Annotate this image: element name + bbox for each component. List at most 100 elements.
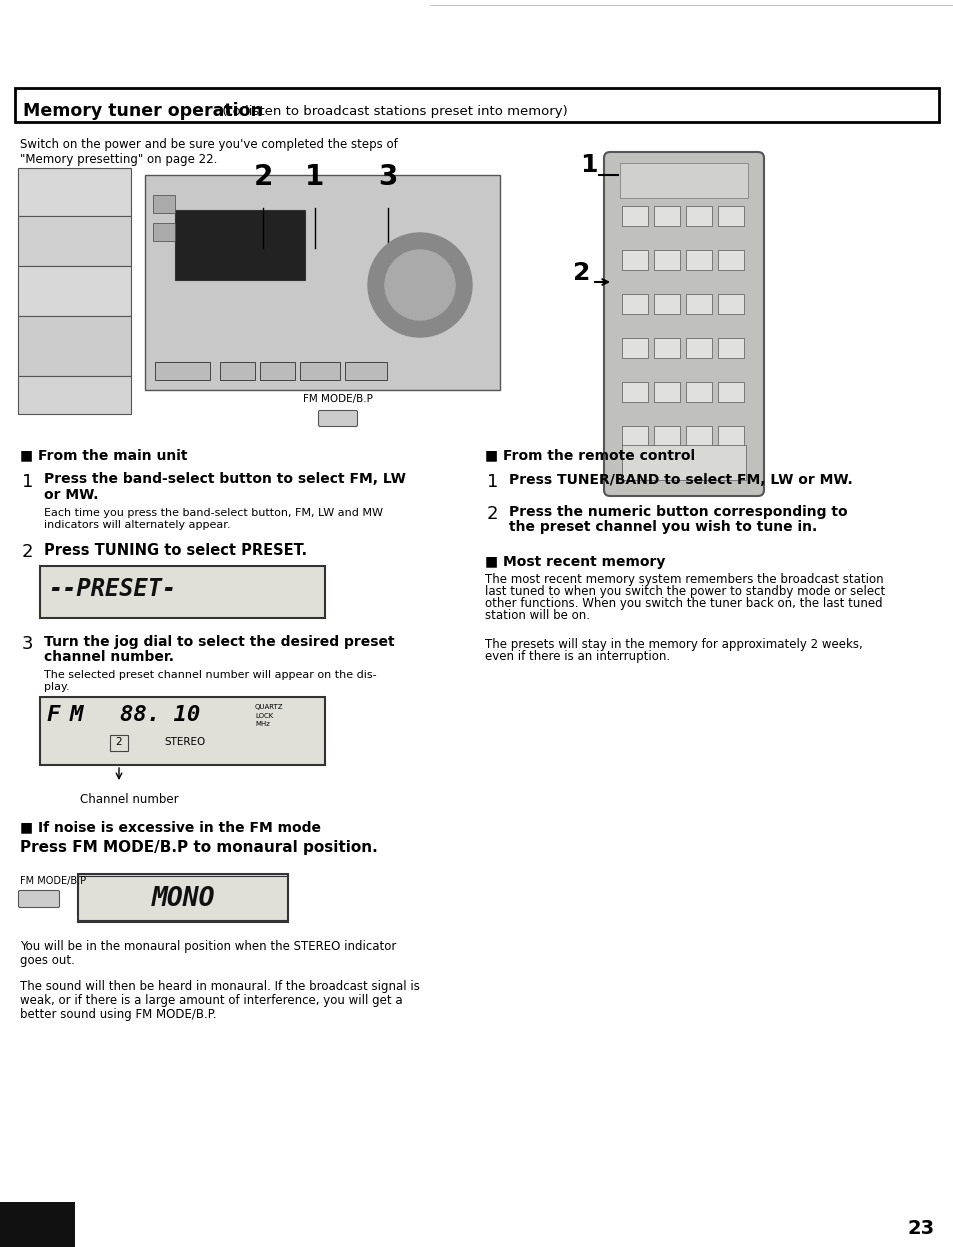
FancyBboxPatch shape [154,362,210,380]
FancyBboxPatch shape [718,426,743,446]
FancyBboxPatch shape [718,206,743,226]
Text: --PRESET-: --PRESET- [48,577,176,601]
Text: station will be on.: station will be on. [484,609,589,622]
Text: Press FM MODE/B.P to monaural position.: Press FM MODE/B.P to monaural position. [20,840,377,855]
FancyBboxPatch shape [110,734,128,751]
FancyBboxPatch shape [40,697,325,764]
Text: ■ From the main unit: ■ From the main unit [20,448,188,461]
Text: F: F [46,705,59,725]
FancyBboxPatch shape [299,362,339,380]
Text: Press TUNER/BAND to select FM, LW or MW.: Press TUNER/BAND to select FM, LW or MW. [509,473,852,488]
Text: 2: 2 [486,505,498,522]
FancyBboxPatch shape [621,382,647,402]
Text: Press the numeric button corresponding to: Press the numeric button corresponding t… [509,505,846,519]
FancyBboxPatch shape [18,216,131,266]
FancyBboxPatch shape [685,426,711,446]
FancyBboxPatch shape [718,249,743,271]
Text: LOCK: LOCK [254,713,273,720]
FancyBboxPatch shape [18,168,131,216]
Text: goes out.: goes out. [20,954,74,966]
Bar [0,1202,75,1247]
Text: the preset channel you wish to tune in.: the preset channel you wish to tune in. [509,520,817,534]
FancyBboxPatch shape [621,338,647,358]
FancyBboxPatch shape [718,338,743,358]
FancyBboxPatch shape [15,89,938,122]
FancyBboxPatch shape [718,294,743,314]
Text: Turn the jog dial to select the desired preset: Turn the jog dial to select the desired … [44,635,395,648]
Text: (to listen to broadcast stations preset into memory): (to listen to broadcast stations preset … [218,105,567,117]
FancyBboxPatch shape [685,249,711,271]
FancyBboxPatch shape [260,362,294,380]
FancyBboxPatch shape [603,152,763,496]
Circle shape [368,233,472,337]
Text: even if there is an interruption.: even if there is an interruption. [484,650,669,663]
Text: 3: 3 [378,163,397,191]
FancyBboxPatch shape [78,874,288,922]
Text: 1: 1 [579,153,598,177]
Text: ■ Most recent memory: ■ Most recent memory [484,555,664,569]
Text: Memory tuner operation: Memory tuner operation [23,102,263,120]
Circle shape [385,249,455,320]
Text: weak, or if there is a large amount of interference, you will get a: weak, or if there is a large amount of i… [20,994,402,1008]
FancyBboxPatch shape [685,294,711,314]
Text: or MW.: or MW. [44,488,98,503]
Text: The sound will then be heard in monaural. If the broadcast signal is: The sound will then be heard in monaural… [20,980,419,993]
Text: indicators will alternately appear.: indicators will alternately appear. [44,520,231,530]
Text: ■ If noise is excessive in the FM mode: ■ If noise is excessive in the FM mode [20,821,320,834]
FancyBboxPatch shape [318,410,357,426]
Text: M: M [70,705,83,725]
Text: Each time you press the band-select button, FM, LW and MW: Each time you press the band-select butt… [44,508,382,518]
FancyBboxPatch shape [718,382,743,402]
Text: 2: 2 [115,737,122,747]
Text: 3: 3 [22,635,33,653]
FancyBboxPatch shape [685,382,711,402]
Text: You will be in the monaural position when the STEREO indicator: You will be in the monaural position whe… [20,940,395,953]
FancyBboxPatch shape [619,163,747,198]
Text: 2: 2 [253,163,273,191]
FancyBboxPatch shape [654,294,679,314]
Text: ■ From the remote control: ■ From the remote control [484,448,695,461]
Text: QUARTZ: QUARTZ [254,705,283,710]
Text: Press TUNING to select PRESET.: Press TUNING to select PRESET. [44,542,307,557]
Text: 2: 2 [22,542,33,561]
Text: 1: 1 [305,163,324,191]
Text: other functions. When you switch the tuner back on, the last tuned: other functions. When you switch the tun… [484,597,882,610]
Text: FM MODE/B.P: FM MODE/B.P [303,394,373,404]
Text: "Memory presetting" on page 22.: "Memory presetting" on page 22. [20,153,217,166]
FancyBboxPatch shape [654,382,679,402]
Text: STEREO: STEREO [164,737,206,747]
FancyBboxPatch shape [621,206,647,226]
Text: Press the band-select button to select FM, LW: Press the band-select button to select F… [44,473,405,486]
FancyBboxPatch shape [40,566,325,619]
Text: The most recent memory system remembers the broadcast station: The most recent memory system remembers … [484,574,882,586]
Text: The presets will stay in the memory for approximately 2 weeks,: The presets will stay in the memory for … [484,638,862,651]
Text: 2: 2 [572,261,589,286]
Text: 88. 10: 88. 10 [120,705,200,725]
Text: Channel number: Channel number [80,793,178,806]
Text: 1: 1 [22,473,33,491]
Text: better sound using FM MODE/B.P.: better sound using FM MODE/B.P. [20,1008,216,1021]
FancyBboxPatch shape [685,338,711,358]
FancyBboxPatch shape [145,175,499,390]
Text: 23: 23 [907,1220,934,1238]
FancyBboxPatch shape [152,223,174,241]
Text: 1: 1 [486,473,497,491]
FancyBboxPatch shape [621,426,647,446]
FancyBboxPatch shape [174,209,305,281]
Text: last tuned to when you switch the power to standby mode or select: last tuned to when you switch the power … [484,585,884,599]
Text: MONO: MONO [152,887,214,912]
Text: play.: play. [44,682,70,692]
FancyBboxPatch shape [18,315,131,377]
FancyBboxPatch shape [654,338,679,358]
FancyBboxPatch shape [685,206,711,226]
FancyBboxPatch shape [621,445,745,480]
FancyBboxPatch shape [654,249,679,271]
FancyBboxPatch shape [18,377,131,414]
FancyBboxPatch shape [654,206,679,226]
FancyBboxPatch shape [152,195,174,213]
FancyBboxPatch shape [18,890,59,908]
FancyBboxPatch shape [345,362,387,380]
Text: MHz: MHz [254,721,270,727]
FancyBboxPatch shape [220,362,254,380]
FancyBboxPatch shape [654,426,679,446]
